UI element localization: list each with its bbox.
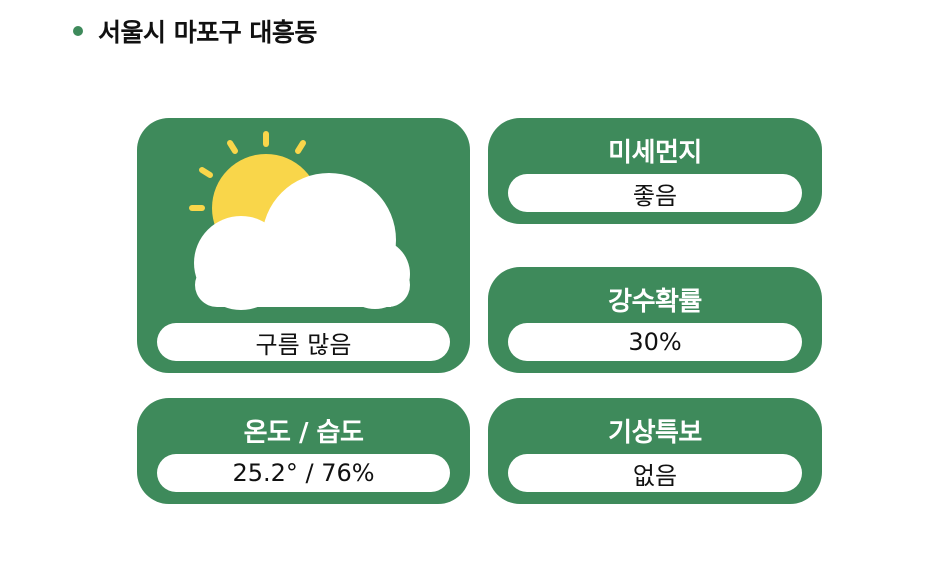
precipitation-card: 강수확률 30% [488, 267, 822, 373]
sun-rays [189, 131, 306, 211]
partly-cloudy-icon [189, 131, 410, 310]
weather-alert-card: 기상특보 없음 [488, 398, 822, 504]
fine-dust-title: 미세먼지 [608, 138, 702, 168]
temperature-humidity-title: 온도 / 습도 [243, 418, 364, 448]
weather-alert-title: 기상특보 [608, 418, 702, 448]
fine-dust-card: 미세먼지 좋음 [488, 118, 822, 224]
location-dot-icon [73, 26, 83, 36]
precipitation-value: 30% [508, 323, 802, 361]
fine-dust-value: 좋음 [508, 174, 802, 212]
weather-alert-value: 없음 [508, 454, 802, 492]
precipitation-title: 강수확률 [608, 287, 702, 317]
weather-condition-card: 구름 많음 [137, 118, 470, 373]
location-name: 서울시 마포구 대흥동 [98, 18, 317, 47]
location-header: 서울시 마포구 대흥동 [73, 14, 317, 48]
temperature-humidity-value: 25.2° / 76% [157, 454, 450, 492]
weather-condition-value: 구름 많음 [157, 323, 450, 361]
cloud-icon [194, 173, 410, 310]
temperature-humidity-card: 온도 / 습도 25.2° / 76% [137, 398, 470, 504]
